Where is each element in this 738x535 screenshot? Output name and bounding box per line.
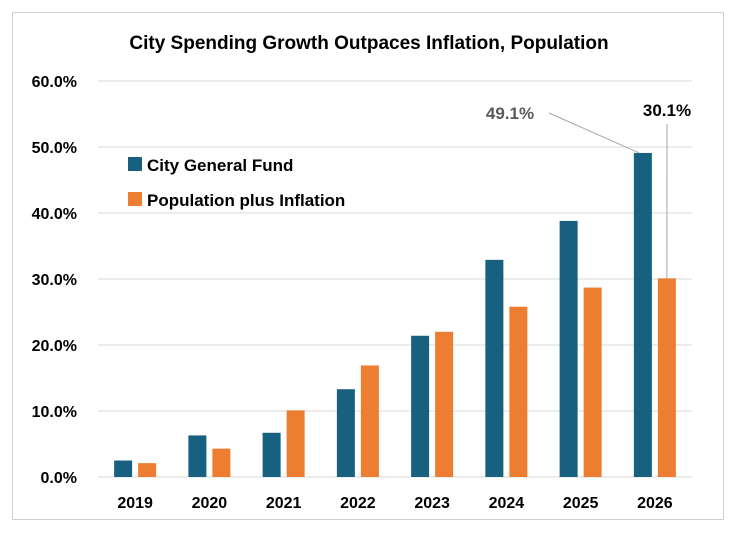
legend-swatch xyxy=(128,192,142,206)
gridlines xyxy=(98,80,692,478)
bar-population-plus-inflation-2021 xyxy=(286,410,305,477)
bar-city-general-fund-2019 xyxy=(114,460,133,477)
data-label: 30.1% xyxy=(643,101,691,120)
y-tick-label: 60.0% xyxy=(32,74,77,91)
bar-population-plus-inflation-2025 xyxy=(583,287,602,477)
x-tick-label: 2023 xyxy=(414,495,450,512)
data-label: 49.1% xyxy=(486,104,534,123)
legend: City General Fund Population plus Inflati… xyxy=(128,156,345,210)
x-tick-label: 2022 xyxy=(340,495,376,512)
bar-city-general-fund-2020 xyxy=(188,435,207,477)
bar-city-general-fund-2023 xyxy=(411,335,430,477)
bar-population-plus-inflation-2022 xyxy=(360,365,379,477)
bar-city-general-fund-2026 xyxy=(633,152,652,477)
legend-label: City General Fund xyxy=(147,156,293,175)
y-tick-label: 30.0% xyxy=(32,272,77,289)
bar-city-general-fund-2024 xyxy=(485,259,504,477)
y-axis-ticks: 0.0% 10.0% 20.0% 30.0% 40.0% 50.0% 60.0% xyxy=(32,74,77,487)
x-tick-label: 2025 xyxy=(563,495,599,512)
bar-population-plus-inflation-2024 xyxy=(509,306,528,477)
y-tick-label: 10.0% xyxy=(32,404,77,421)
x-tick-label: 2021 xyxy=(266,495,302,512)
y-tick-label: 50.0% xyxy=(32,140,77,157)
annotations: 49.1% 30.1% xyxy=(486,101,691,279)
bar-population-plus-inflation-2026 xyxy=(657,278,676,477)
x-tick-label: 2026 xyxy=(637,495,673,512)
legend-label: Population plus Inflation xyxy=(147,191,345,210)
bar-population-plus-inflation-2023 xyxy=(435,331,454,477)
bars xyxy=(114,152,676,478)
legend-swatch xyxy=(128,157,142,171)
bar-city-general-fund-2021 xyxy=(262,432,281,477)
y-tick-label: 20.0% xyxy=(32,338,77,355)
y-tick-label: 40.0% xyxy=(32,206,77,223)
bar-city-general-fund-2022 xyxy=(336,389,355,477)
x-tick-label: 2019 xyxy=(117,495,153,512)
bar-city-general-fund-2025 xyxy=(559,220,578,478)
y-tick-label: 0.0% xyxy=(41,470,77,487)
bar-population-plus-inflation-2020 xyxy=(212,448,231,477)
annotation-leader-line xyxy=(548,112,640,154)
x-tick-label: 2020 xyxy=(192,495,228,512)
x-tick-label: 2024 xyxy=(489,495,525,512)
chart-title: City Spending Growth Outpaces Inflation,… xyxy=(129,33,608,54)
x-axis-ticks: 2019 2020 2021 2022 2023 2024 2025 2026 xyxy=(117,495,672,512)
bar-population-plus-inflation-2019 xyxy=(138,463,157,477)
